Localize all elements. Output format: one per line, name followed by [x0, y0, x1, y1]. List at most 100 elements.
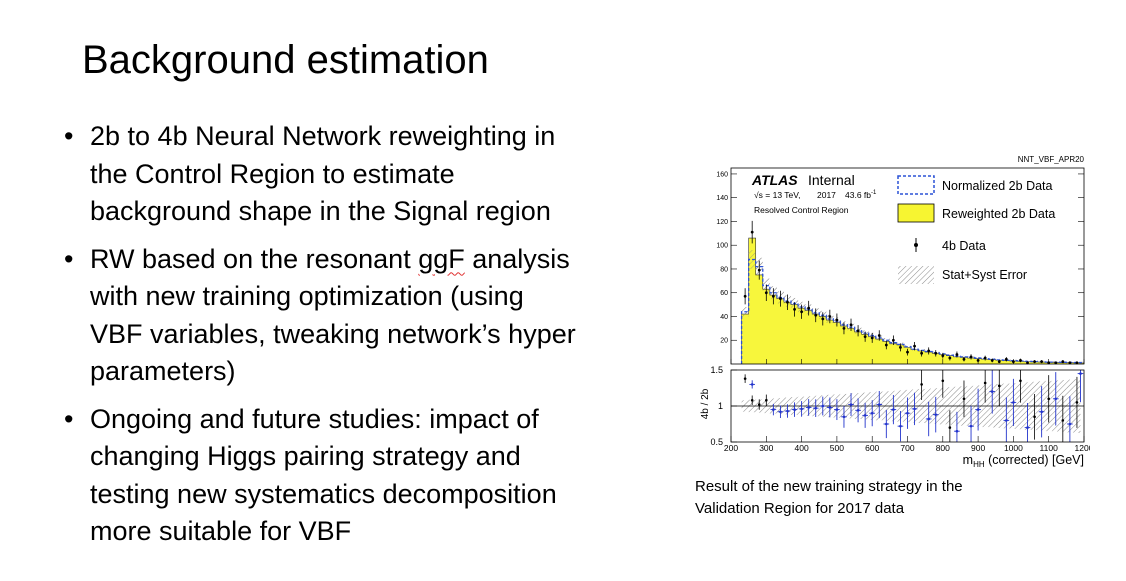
- ratio-blue-point: [749, 380, 756, 389]
- ratio-black-point: [765, 394, 768, 406]
- data-point: [899, 343, 902, 352]
- ratio-black-point: [1033, 394, 1036, 440]
- spellcheck-flagged-word: ggF: [418, 243, 465, 274]
- data-point: [877, 330, 881, 341]
- ratio-black-marker: [920, 383, 923, 386]
- normalized-histogram: [740, 258, 1084, 364]
- data-point: [997, 360, 1001, 364]
- ratio-blue-marker: [906, 411, 909, 415]
- legend-reweighted-label: Reweighted 2b Data: [942, 207, 1055, 221]
- ratio-blue-marker: [899, 424, 902, 428]
- lumi-exponent: -1: [871, 190, 877, 196]
- data-point: [927, 347, 931, 355]
- x-tick-label: 200: [724, 443, 738, 453]
- legend-error-label: Stat+Syst Error: [942, 268, 1027, 282]
- data-point-marker: [1004, 357, 1008, 361]
- ratio-blue-marker: [885, 422, 888, 426]
- figure-caption: Result of the new training strategy in t…: [695, 476, 1095, 520]
- data-point-marker: [983, 356, 987, 360]
- ratio-blue-marker: [842, 415, 846, 419]
- data-point: [800, 304, 803, 319]
- ratio-blue-point: [1038, 386, 1045, 438]
- legend-error-swatch: [898, 266, 934, 284]
- ratio-blue-marker: [1026, 426, 1029, 429]
- data-point: [870, 332, 874, 343]
- lumi-label: 43.6 fb-1: [845, 190, 877, 200]
- ratio-black-marker: [997, 384, 1001, 388]
- data-point: [771, 288, 775, 305]
- ratio-blue-point: [1024, 403, 1031, 442]
- atlas-label: ATLAS: [751, 172, 798, 188]
- ratio-blue-marker: [934, 413, 938, 416]
- data-point-marker: [899, 345, 902, 349]
- data-point-marker: [1061, 360, 1065, 364]
- ratio-axis-label: 4b / 2b: [700, 388, 711, 419]
- data-point: [835, 313, 839, 327]
- ratio-black-point: [941, 370, 945, 398]
- ratio-black-marker: [1019, 379, 1022, 383]
- bullet-line: testing new systematics decomposition: [90, 478, 557, 509]
- ratio-black-point: [997, 370, 1001, 407]
- bullet-list: • 2b to 4b Neural Network reweighting in…: [62, 118, 652, 561]
- histogram-plot: 20 40 60 80 100 120 140 160 0.5 1 1.5 200 300 400 500 6…: [686, 152, 1094, 472]
- ratio-blue-point: [812, 399, 819, 418]
- ratio-blue-marker: [1012, 401, 1015, 404]
- ratio-blue-point: [841, 405, 847, 428]
- data-point-marker: [990, 359, 994, 362]
- data-point-marker: [764, 291, 768, 295]
- ratio-blue-marker: [955, 429, 959, 433]
- ratio-blue-marker: [750, 383, 754, 386]
- ratio-black-marker: [1033, 415, 1036, 419]
- bullet-dot-icon: •: [64, 403, 74, 434]
- x-tick-label: 500: [830, 443, 844, 453]
- data-point: [757, 260, 761, 280]
- data-point: [1026, 361, 1029, 365]
- data-point: [1040, 360, 1044, 364]
- bullet-line: more suitable for VBF: [90, 516, 352, 546]
- ratio-black-marker: [765, 398, 768, 402]
- data-point-marker: [969, 355, 973, 359]
- histogram-figure: 20 40 60 80 100 120 140 160 0.5 1 1.5 200 300 400 500 6…: [686, 152, 1094, 472]
- bullet-dot-icon: •: [64, 121, 74, 151]
- data-point-marker: [800, 310, 803, 314]
- data-point-marker: [863, 335, 867, 339]
- data-point: [948, 355, 952, 361]
- ratio-blue-point: [1003, 397, 1010, 442]
- data-point: [750, 220, 754, 244]
- y-tick-label: 140: [716, 195, 728, 202]
- ratio-y-tick-label: 0.5: [710, 437, 723, 447]
- ratio-black-marker: [948, 426, 952, 429]
- ratio-black-point: [750, 395, 754, 406]
- ratio-blue-point: [855, 398, 861, 423]
- ratio-blue-point: [989, 370, 996, 414]
- data-point-marker: [828, 315, 832, 318]
- data-point-marker: [913, 344, 916, 348]
- data-point: [913, 342, 916, 351]
- data-point: [906, 348, 909, 356]
- data-point: [941, 352, 945, 359]
- data-point: [828, 309, 832, 324]
- ratio-blue-point: [834, 399, 840, 421]
- ratio-blue-marker: [807, 406, 810, 409]
- x-tick-label: 800: [936, 443, 950, 453]
- ratio-black-marker: [962, 397, 966, 401]
- data-point: [969, 354, 973, 360]
- data-point-marker: [870, 336, 874, 340]
- bullet-line: parameters): [90, 356, 236, 386]
- bullet-item: • Ongoing and future studies: impact of …: [62, 401, 652, 551]
- bullet-item: • RW based on the resonant ggF analysis …: [62, 241, 652, 391]
- data-point: [764, 284, 768, 302]
- data-point: [983, 355, 987, 361]
- data-point: [934, 350, 938, 357]
- ratio-blue-marker: [863, 414, 867, 417]
- y-tick-label: 40: [720, 314, 728, 321]
- bullet-line: background shape in the Signal region: [90, 196, 551, 226]
- ratio-blue-point: [954, 411, 960, 442]
- ratio-black-marker: [757, 403, 761, 406]
- bullet-line: VBF variables, tweaking network’s hyper: [90, 318, 576, 349]
- data-point-marker: [927, 349, 931, 353]
- x-tick-label: 1000: [1004, 443, 1023, 453]
- data-point-marker: [941, 354, 945, 358]
- x-axis-label: mHH (corrected) [GeV]: [963, 453, 1084, 469]
- ratio-blue-marker: [1005, 419, 1008, 422]
